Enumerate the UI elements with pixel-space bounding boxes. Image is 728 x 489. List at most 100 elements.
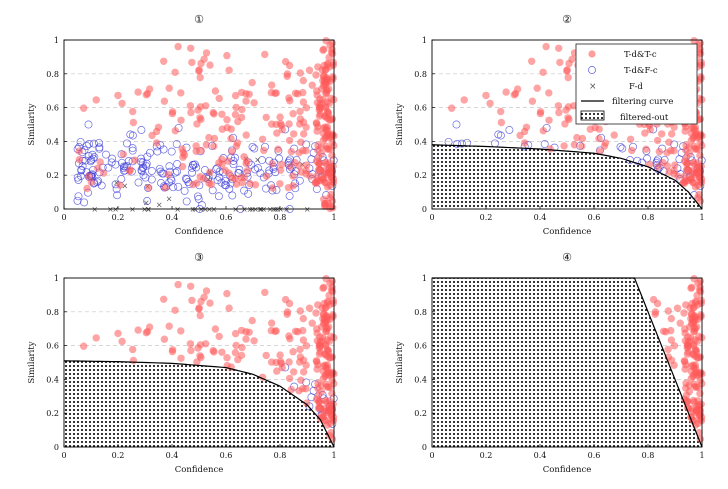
- panel-title: ④: [562, 251, 572, 264]
- point-tt: [642, 145, 650, 153]
- x-tick-label: 0.6: [588, 213, 601, 222]
- point-tt: [659, 327, 668, 335]
- point-tt: [218, 125, 226, 133]
- point-tt: [296, 353, 305, 361]
- point-tf: [231, 153, 239, 162]
- point-tt: [670, 166, 678, 175]
- point-tt: [268, 184, 277, 192]
- point-tt: [211, 325, 220, 333]
- point-tt: [243, 167, 252, 175]
- y-tick-label: 0: [422, 205, 427, 214]
- point-tt: [231, 329, 240, 338]
- point-tt: [482, 91, 490, 100]
- point-tf: [147, 167, 156, 175]
- point-tt: [314, 361, 322, 369]
- point-tf: [248, 142, 257, 151]
- point-tt: [694, 353, 703, 362]
- point-tt: [285, 374, 294, 383]
- point-tt: [92, 334, 100, 342]
- point-tt: [205, 179, 213, 187]
- point-tt: [221, 166, 229, 174]
- point-tf: [172, 140, 181, 149]
- point-tt: [302, 342, 311, 350]
- point-tf: [108, 154, 117, 163]
- point-tf: [240, 186, 249, 195]
- point-tt: [670, 342, 679, 350]
- point-tt: [680, 179, 689, 187]
- point-tt: [178, 162, 187, 171]
- point-fd: ×: [249, 205, 256, 214]
- y-axis-label: Similarity: [395, 103, 405, 145]
- point-tt: [696, 406, 704, 415]
- point-tt: [238, 343, 246, 352]
- point-tt: [299, 76, 307, 85]
- filter-curve: [431, 144, 703, 210]
- point-tf: [182, 197, 191, 206]
- point-tt: [268, 160, 276, 168]
- point-tt: [250, 99, 258, 107]
- point-tt: [261, 50, 269, 59]
- point-tt: [85, 172, 93, 180]
- point-tf: [251, 165, 259, 174]
- point-tt: [563, 66, 571, 74]
- point-tt: [295, 387, 303, 395]
- point-tt: [232, 180, 241, 188]
- point-tt: [245, 328, 253, 336]
- y-tick-label: 0.6: [46, 104, 59, 113]
- point-tt: [96, 158, 104, 166]
- point-tt: [322, 73, 331, 82]
- point-tt: [663, 149, 671, 157]
- point-tt: [692, 383, 700, 391]
- point-tt: [177, 89, 185, 97]
- point-fd: ×: [267, 205, 274, 214]
- point-tt: [322, 275, 330, 283]
- point-tf: [188, 168, 196, 177]
- point-tt: [676, 319, 684, 327]
- y-tick-label: 0.4: [414, 375, 427, 384]
- point-tt: [129, 107, 137, 116]
- point-tt: [299, 88, 307, 97]
- point-tf: [113, 191, 122, 200]
- x-tick-label: 0.2: [480, 451, 493, 460]
- point-fd: ×: [192, 205, 199, 214]
- point-tt: [291, 327, 300, 335]
- point-tt: [682, 361, 690, 369]
- point-tt: [324, 109, 332, 117]
- point-tt: [295, 162, 303, 170]
- point-tt: [317, 381, 325, 389]
- point-tt: [696, 132, 704, 140]
- point-tt: [276, 113, 284, 121]
- y-tick-label: 0.2: [414, 171, 427, 180]
- panel-title: ②: [562, 13, 572, 26]
- point-tt: [513, 85, 522, 93]
- point-tt: [286, 335, 294, 343]
- point-tt: [321, 361, 329, 369]
- point-fd: ×: [257, 205, 264, 214]
- x-tick-label: 0.8: [274, 213, 287, 222]
- point-tt: [325, 291, 333, 300]
- point-tt: [281, 295, 290, 304]
- point-tf: [107, 158, 116, 167]
- point-tt: [250, 337, 258, 345]
- point-tf: [221, 176, 230, 185]
- panel-title: ①: [194, 13, 204, 26]
- x-tick-label: 0.2: [480, 213, 493, 222]
- x-tick-label: 0.6: [588, 451, 601, 460]
- x-tick-label: 0.2: [112, 451, 125, 460]
- point-tt: [312, 172, 320, 181]
- point-tt: [299, 98, 308, 106]
- point-tt: [674, 172, 682, 180]
- point-tf: [90, 153, 99, 162]
- point-tt: [328, 370, 336, 378]
- point-fd: ×: [211, 205, 218, 214]
- point-tt: [188, 296, 196, 305]
- point-tf: [141, 173, 150, 182]
- point-tt: [324, 347, 332, 355]
- point-tt: [209, 346, 217, 355]
- point-tt: [564, 73, 572, 82]
- point-tt: [329, 61, 337, 69]
- point-tt: [329, 311, 337, 319]
- point-tt: [273, 367, 281, 375]
- point-tt: [306, 172, 314, 180]
- point-tt: [223, 51, 231, 60]
